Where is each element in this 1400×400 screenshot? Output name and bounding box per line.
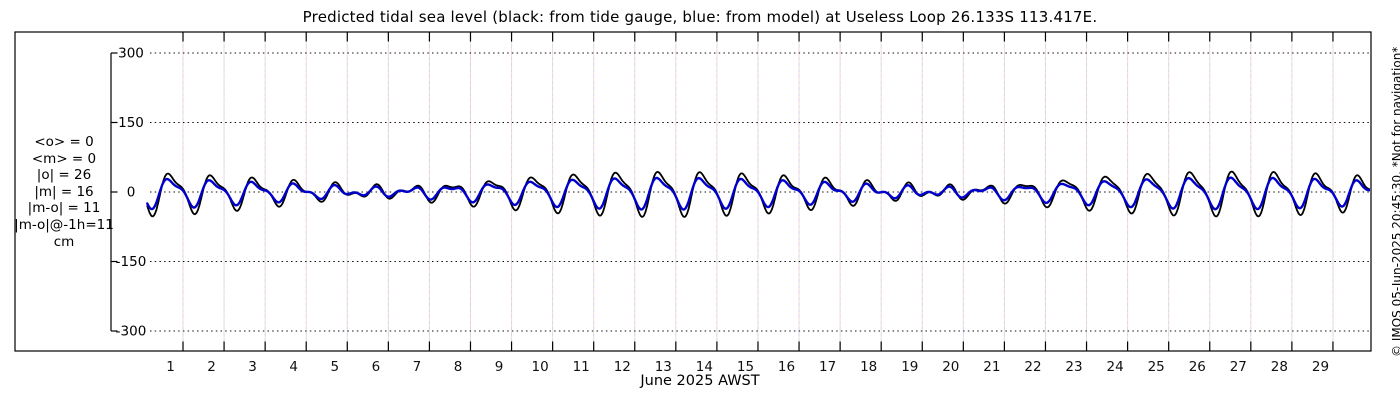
x-tick-label: 7	[413, 359, 422, 375]
model-curve	[146, 176, 1370, 211]
x-tick-label: 26	[1189, 359, 1206, 375]
x-tick-label: 10	[532, 359, 549, 375]
x-tick-label: 29	[1312, 359, 1329, 375]
y-tick-label: 150	[118, 115, 144, 131]
x-tick-label: 24	[1107, 359, 1124, 375]
x-tick-label: 5	[331, 359, 340, 375]
stat-abs-diff-lag: |m-o|@-1h=11	[14, 216, 114, 233]
x-tick-label: 13	[655, 359, 672, 375]
chart-title: Predicted tidal sea level (black: from t…	[302, 8, 1098, 26]
x-tick-label: 6	[372, 359, 381, 375]
stat-units: cm	[53, 233, 75, 250]
x-tick-label: 9	[495, 359, 504, 375]
x-tick-label: 19	[901, 359, 918, 375]
stat-mean-model: <m> = 0	[31, 150, 97, 167]
y-tick-label: -300	[116, 324, 147, 340]
stat-abs-diff: |m-o| = 11	[27, 200, 101, 217]
x-tick-label: 4	[289, 359, 298, 375]
x-tick-label: 27	[1230, 359, 1247, 375]
x-tick-label: 15	[737, 359, 754, 375]
x-tick-label: 11	[573, 359, 590, 375]
x-tick-label: 25	[1148, 359, 1165, 375]
y-tick-label: -150	[116, 254, 147, 270]
x-tick-label: 21	[983, 359, 1000, 375]
x-tick-label: 14	[696, 359, 713, 375]
stats-block: <o> = 0 <m> = 0 |o| = 26 |m| = 16 |m-o| …	[6, 134, 122, 250]
stat-abs-obs: |o| = 26	[36, 167, 92, 184]
plot-frame	[14, 31, 1372, 352]
imos-watermark: © IMOS 05-Jun-2025 20:45:30. *Not for na…	[1390, 46, 1400, 357]
y-tick-label: 300	[118, 46, 144, 62]
stat-abs-model: |m| = 16	[34, 183, 94, 200]
y-tick-label: 0	[127, 185, 136, 201]
x-tick-label: 18	[860, 359, 877, 375]
x-tick-label: 3	[248, 359, 257, 375]
x-tick-label: 22	[1024, 359, 1041, 375]
x-tick-label: 8	[454, 359, 463, 375]
x-tick-label: 17	[819, 359, 836, 375]
x-tick-label: 28	[1271, 359, 1288, 375]
x-tick-label: 1	[166, 359, 175, 375]
x-tick-label: 12	[614, 359, 631, 375]
x-tick-label: 16	[778, 359, 795, 375]
x-tick-label: 2	[207, 359, 216, 375]
x-tick-label: 20	[942, 359, 959, 375]
x-tick-label: 23	[1065, 359, 1082, 375]
stat-mean-obs: <o> = 0	[34, 134, 94, 150]
x-axis-label: June 2025 AWST	[640, 373, 760, 389]
